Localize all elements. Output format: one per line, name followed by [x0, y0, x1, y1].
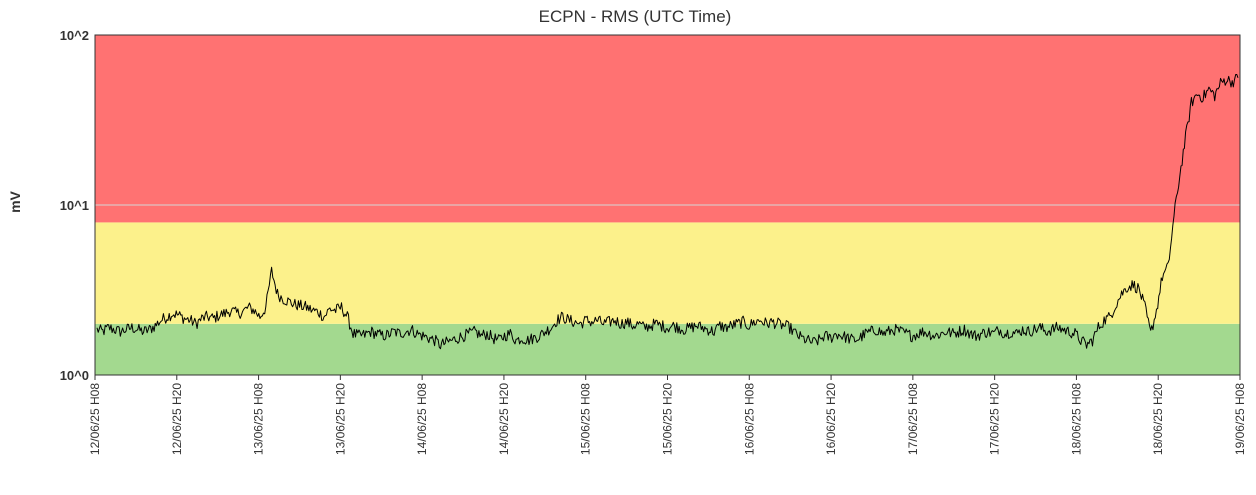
- y-tick-label-1: 10^1: [60, 198, 89, 213]
- x-tick-label-6: 15/06/25 H08: [579, 383, 593, 455]
- x-tick-label-3: 13/06/25 H20: [333, 383, 347, 455]
- x-tick-label-11: 17/06/25 H20: [988, 383, 1002, 455]
- x-tick-label-12: 18/06/25 H08: [1069, 383, 1083, 455]
- x-tick-label-14: 19/06/25 H08: [1233, 383, 1247, 455]
- band-2: [95, 35, 1240, 223]
- x-axis-ticks: 12/06/25 H08 12/06/25 H20 13/06/25 H08 13/0…: [88, 375, 1247, 455]
- y-axis-label: mV: [7, 190, 23, 212]
- y-axis-ticks: 10^0 10^1 10^2: [60, 28, 89, 383]
- series-line-0: [96, 74, 1239, 350]
- band-1: [95, 222, 1240, 324]
- x-tick-label-8: 16/06/25 H08: [742, 383, 756, 455]
- threshold-bands: [95, 35, 1240, 375]
- x-tick-label-1: 12/06/25 H20: [170, 383, 184, 455]
- x-tick-label-5: 14/06/25 H20: [497, 383, 511, 455]
- x-tick-label-2: 13/06/25 H08: [252, 383, 266, 455]
- x-tick-label-0: 12/06/25 H08: [88, 383, 102, 455]
- x-tick-label-4: 14/06/25 H08: [415, 383, 429, 455]
- series-layer: [96, 74, 1239, 350]
- x-tick-label-13: 18/06/25 H20: [1151, 383, 1165, 455]
- chart-title: ECPN - RMS (UTC Time): [539, 7, 732, 26]
- x-tick-label-7: 15/06/25 H20: [661, 383, 675, 455]
- y-tick-label-2: 10^2: [60, 28, 89, 43]
- band-0: [95, 323, 1240, 375]
- y-tick-label-0: 10^0: [60, 368, 89, 383]
- x-tick-label-10: 17/06/25 H08: [906, 383, 920, 455]
- x-tick-label-9: 16/06/25 H20: [824, 383, 838, 455]
